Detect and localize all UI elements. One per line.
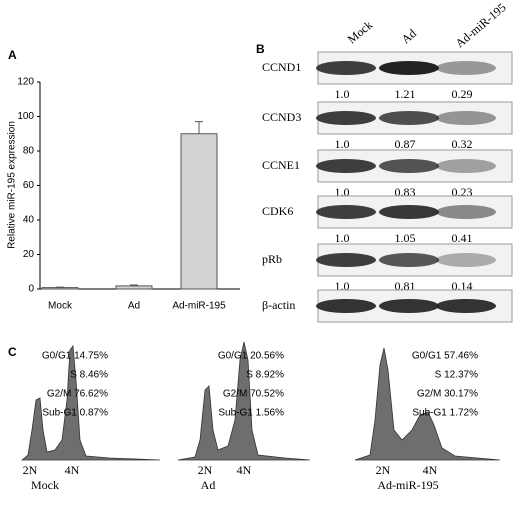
band (436, 111, 496, 125)
cell-cycle-stat: G2/M 30.17% (417, 389, 478, 400)
x-tick-label: Ad-miR-195 (172, 301, 226, 312)
x-tick-label: Mock (48, 301, 73, 312)
panel-label: C (8, 345, 17, 359)
lane-label: Mock (345, 18, 375, 47)
y-tick-label: 20 (23, 249, 35, 260)
bar (115, 285, 153, 290)
band (316, 61, 376, 75)
y-tick-label: 0 (28, 284, 34, 295)
cell-cycle-stat: S 8.92% (246, 370, 284, 381)
peak-label: 4N (423, 463, 438, 477)
cell-cycle-stat: G0/G1 57.46% (412, 351, 478, 362)
protein-name: CCND1 (262, 60, 301, 74)
protein-name: pRb (262, 252, 282, 266)
cell-cycle-stat: G2/M 76.62% (47, 389, 108, 400)
peak-label: 4N (237, 463, 252, 477)
band (316, 111, 376, 125)
peak-label: 2N (198, 463, 213, 477)
cell-cycle-stat: Sub-G1 1.56% (218, 408, 284, 419)
bar (41, 287, 79, 290)
cell-cycle-stat: G0/G1 20.56% (218, 351, 284, 362)
band (316, 205, 376, 219)
y-tick-label: 100 (17, 111, 34, 122)
band-value: 0.83 (395, 185, 416, 199)
band (436, 253, 496, 267)
histogram (354, 347, 501, 461)
band (379, 111, 439, 125)
histogram (177, 341, 311, 461)
band-value: 0.41 (452, 231, 473, 245)
y-tick-label: 60 (23, 180, 35, 191)
band-value: 0.87 (395, 137, 416, 151)
y-tick-label: 80 (23, 146, 35, 157)
band-value: 0.32 (452, 137, 473, 151)
band (379, 205, 439, 219)
error-bar (195, 121, 203, 134)
histogram (20, 344, 161, 461)
peak-label: 2N (23, 463, 38, 477)
band-value: 0.29 (452, 87, 473, 101)
panel-label: A (8, 48, 17, 62)
band (316, 159, 376, 173)
protein-name: CDK6 (262, 204, 293, 218)
lane-label: Ad-miR-195 (453, 0, 509, 50)
cell-cycle-stat: S 12.37% (435, 370, 478, 381)
lane-label: Ad (399, 26, 419, 46)
y-tick-label: 120 (17, 77, 34, 88)
error-bar (130, 284, 138, 286)
band-value: 1.0 (335, 231, 350, 245)
y-axis-label: Relative miR-195 expression (7, 121, 18, 249)
error-bar (56, 286, 64, 288)
band (436, 299, 496, 313)
band-value: 1.0 (335, 185, 350, 199)
x-tick-label: Ad (128, 301, 140, 312)
band (436, 61, 496, 75)
band-value: 0.14 (452, 279, 473, 293)
band-value: 1.05 (395, 231, 416, 245)
band (436, 205, 496, 219)
cell-cycle-stat: Sub-G1 1.72% (412, 408, 478, 419)
sample-name: Ad-miR-195 (377, 478, 438, 492)
cell-cycle-stat: S 8.46% (70, 370, 108, 381)
band-value: 1.21 (395, 87, 416, 101)
bar (180, 133, 218, 290)
band-value: 0.23 (452, 185, 473, 199)
band-value: 0.81 (395, 279, 416, 293)
sample-name: Ad (201, 478, 216, 492)
peak-label: 2N (376, 463, 391, 477)
cell-cycle-stat: G0/G1 14.75% (42, 351, 108, 362)
cell-cycle-stat: Sub-G1 0.87% (42, 408, 108, 419)
protein-name: β-actin (262, 298, 295, 312)
protein-name: CCND3 (262, 110, 301, 124)
band-value: 1.0 (335, 137, 350, 151)
band-value: 1.0 (335, 87, 350, 101)
band (379, 299, 439, 313)
band (379, 61, 439, 75)
band (379, 253, 439, 267)
peak-label: 4N (65, 463, 80, 477)
sample-name: Mock (31, 478, 59, 492)
band (379, 159, 439, 173)
band (436, 159, 496, 173)
panel-label: B (256, 42, 265, 56)
cell-cycle-stat: G2/M 70.52% (223, 389, 284, 400)
y-tick-label: 40 (23, 215, 35, 226)
band (316, 299, 376, 313)
band-value: 1.0 (335, 279, 350, 293)
protein-name: CCNE1 (262, 158, 300, 172)
band (316, 253, 376, 267)
